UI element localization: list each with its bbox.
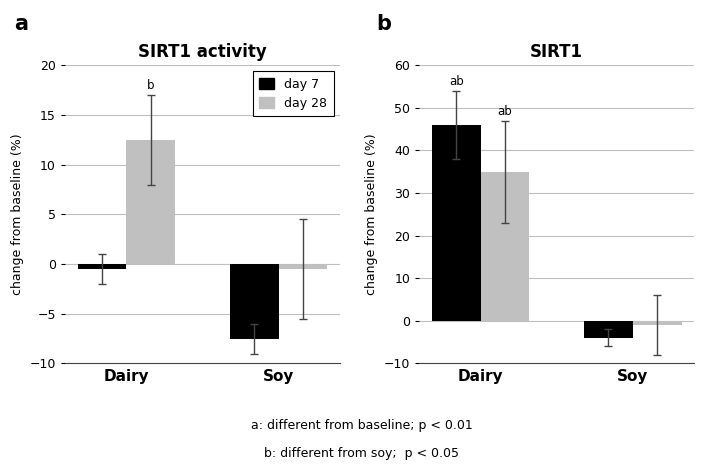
Bar [481,172,529,321]
Text: ab: ab [449,75,463,88]
Text: a: a [14,14,28,34]
Title: SIRT1 activity: SIRT1 activity [138,43,267,61]
Text: a: different from baseline; p < 0.01: a: different from baseline; p < 0.01 [251,419,472,432]
Bar [127,140,175,264]
Y-axis label: change from baseline (%): change from baseline (%) [11,134,24,295]
Bar [278,264,328,269]
Title: SIRT1: SIRT1 [530,43,583,61]
Bar [230,264,278,339]
Bar [77,264,127,269]
Bar [584,321,633,338]
Text: b: different from soy;  p < 0.05: b: different from soy; p < 0.05 [264,447,459,460]
Bar [633,321,682,325]
Text: b: b [376,14,391,34]
Bar [432,125,481,321]
Text: ab: ab [497,105,513,117]
Y-axis label: change from baseline (%): change from baseline (%) [365,134,378,295]
Legend: day 7, day 28: day 7, day 28 [253,71,333,116]
Text: b: b [147,79,155,92]
